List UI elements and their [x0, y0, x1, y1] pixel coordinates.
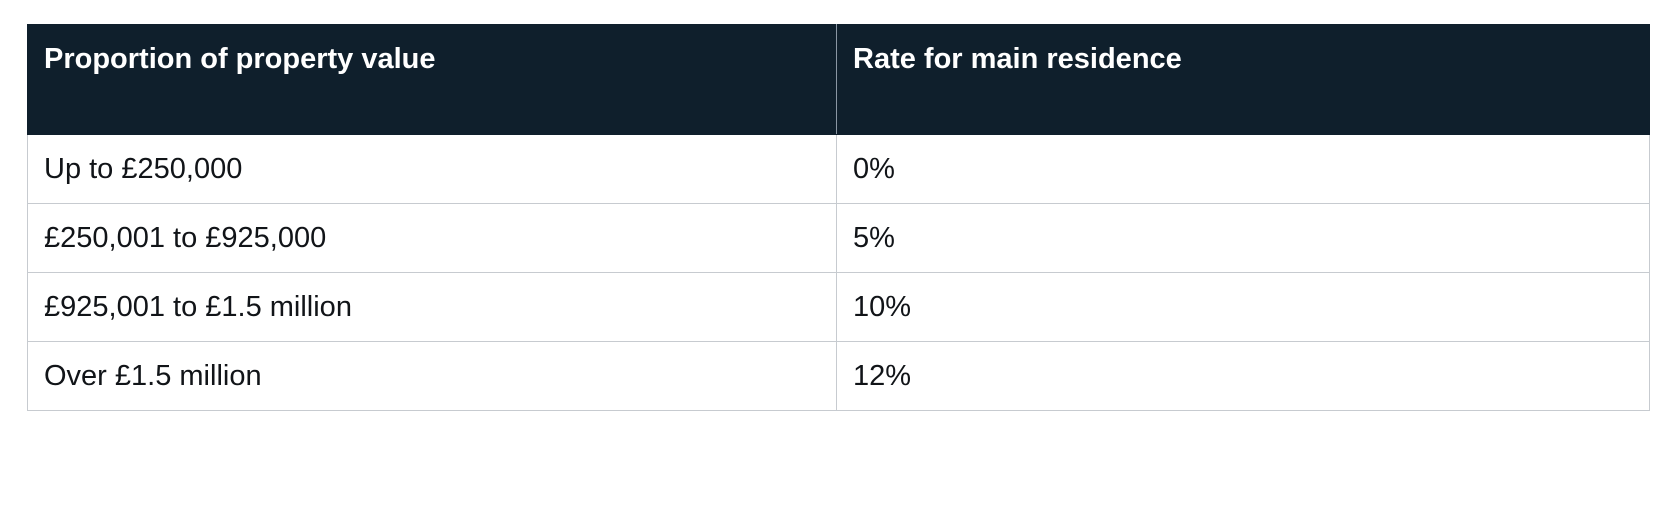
- rate-cell: 12%: [836, 341, 1650, 411]
- rate-cell: 0%: [836, 134, 1650, 204]
- table-row: £925,001 to £1.5 million 10%: [27, 272, 1650, 342]
- table-row: £250,001 to £925,000 5%: [27, 203, 1650, 273]
- table-header-row: Proportion of property value Rate for ma…: [27, 24, 1650, 135]
- rate-cell: 5%: [836, 203, 1650, 273]
- property-value-cell: £250,001 to £925,000: [27, 203, 837, 273]
- column-header-rate: Rate for main residence: [836, 24, 1650, 135]
- rates-table-container: Proportion of property value Rate for ma…: [27, 24, 1650, 411]
- property-value-cell: Over £1.5 million: [27, 341, 837, 411]
- table-row: Over £1.5 million 12%: [27, 341, 1650, 411]
- property-value-cell: £925,001 to £1.5 million: [27, 272, 837, 342]
- table-body: Up to £250,000 0% £250,001 to £925,000 5…: [27, 134, 1650, 411]
- column-header-property-value: Proportion of property value: [27, 24, 837, 135]
- property-value-cell: Up to £250,000: [27, 134, 837, 204]
- stamp-duty-rates-table: Proportion of property value Rate for ma…: [27, 24, 1650, 411]
- rate-cell: 10%: [836, 272, 1650, 342]
- table-row: Up to £250,000 0%: [27, 134, 1650, 204]
- table-header: Proportion of property value Rate for ma…: [27, 24, 1650, 135]
